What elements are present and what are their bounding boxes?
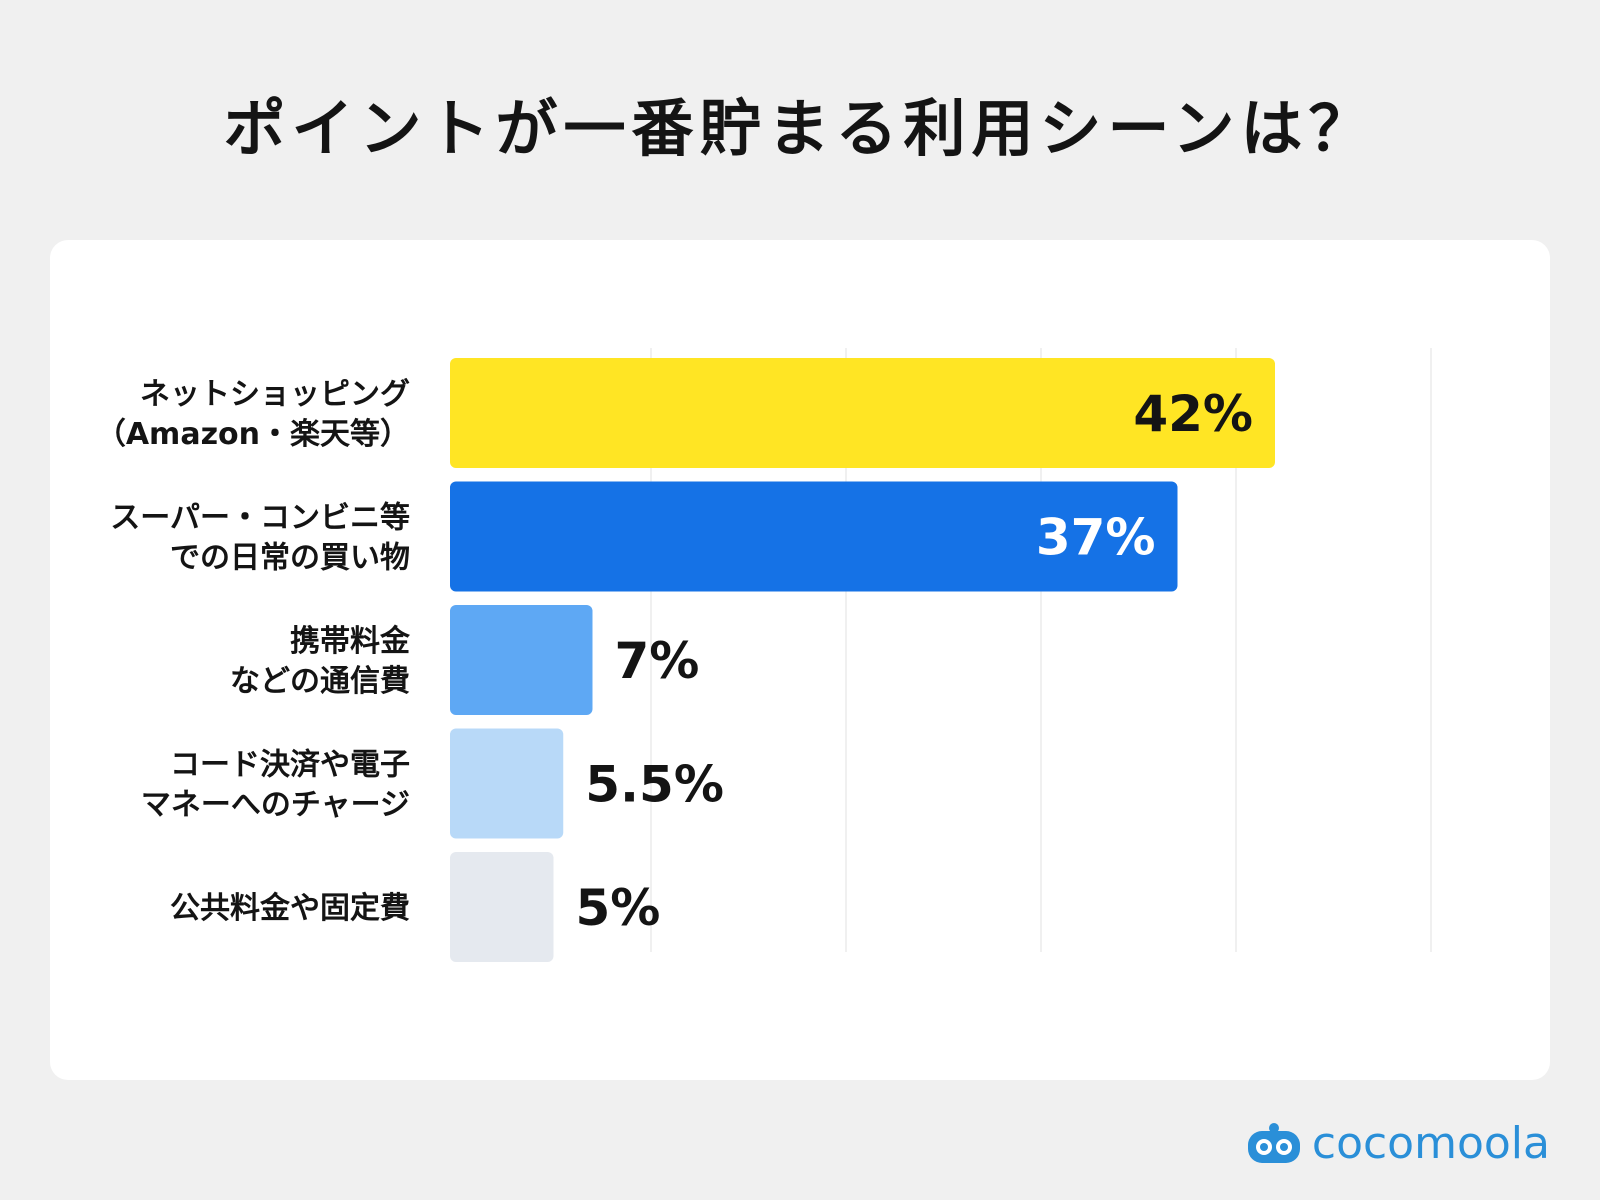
value-label: 37% — [1036, 509, 1156, 567]
category-label: スーパー・コンビニ等 — [110, 501, 410, 536]
category-label: 公共料金や固定費 — [170, 891, 410, 926]
value-label: 42% — [1133, 385, 1253, 443]
value-label: 7% — [615, 632, 700, 690]
bar — [450, 481, 1178, 592]
bar — [450, 605, 593, 715]
category-label: （Amazon・楽天等） — [96, 417, 410, 452]
cocomoola-logo-icon — [1247, 1123, 1300, 1163]
bar — [450, 852, 554, 962]
value-label: 5.5% — [585, 756, 724, 814]
bar-chart: ネットショッピング （Amazon・楽天等） 42% スーパー・コンビニ等での日常の買… — [96, 348, 1432, 962]
bar — [450, 728, 564, 839]
category-label: などの通信費 — [230, 664, 410, 699]
value-label: 5% — [576, 879, 661, 937]
chart-title: ポイントが一番貯まる利用シーンは？ — [223, 92, 1377, 165]
category-label: での日常の買い物 — [170, 541, 410, 576]
category-label: ネットショッピング — [140, 377, 410, 412]
category-label: マネーへのチャージ — [141, 788, 410, 823]
chart-card: ネットショッピング （Amazon・楽天等） 42% スーパー・コンビニ等での日常の買… — [50, 240, 1550, 1080]
category-label: コード決済や電子 — [170, 748, 410, 783]
category-label: 携帯料金 — [290, 624, 411, 659]
logo-text: cocomoola — [1311, 1117, 1550, 1169]
brand-logo: cocomoola — [1246, 1117, 1550, 1169]
bar — [450, 358, 1275, 468]
